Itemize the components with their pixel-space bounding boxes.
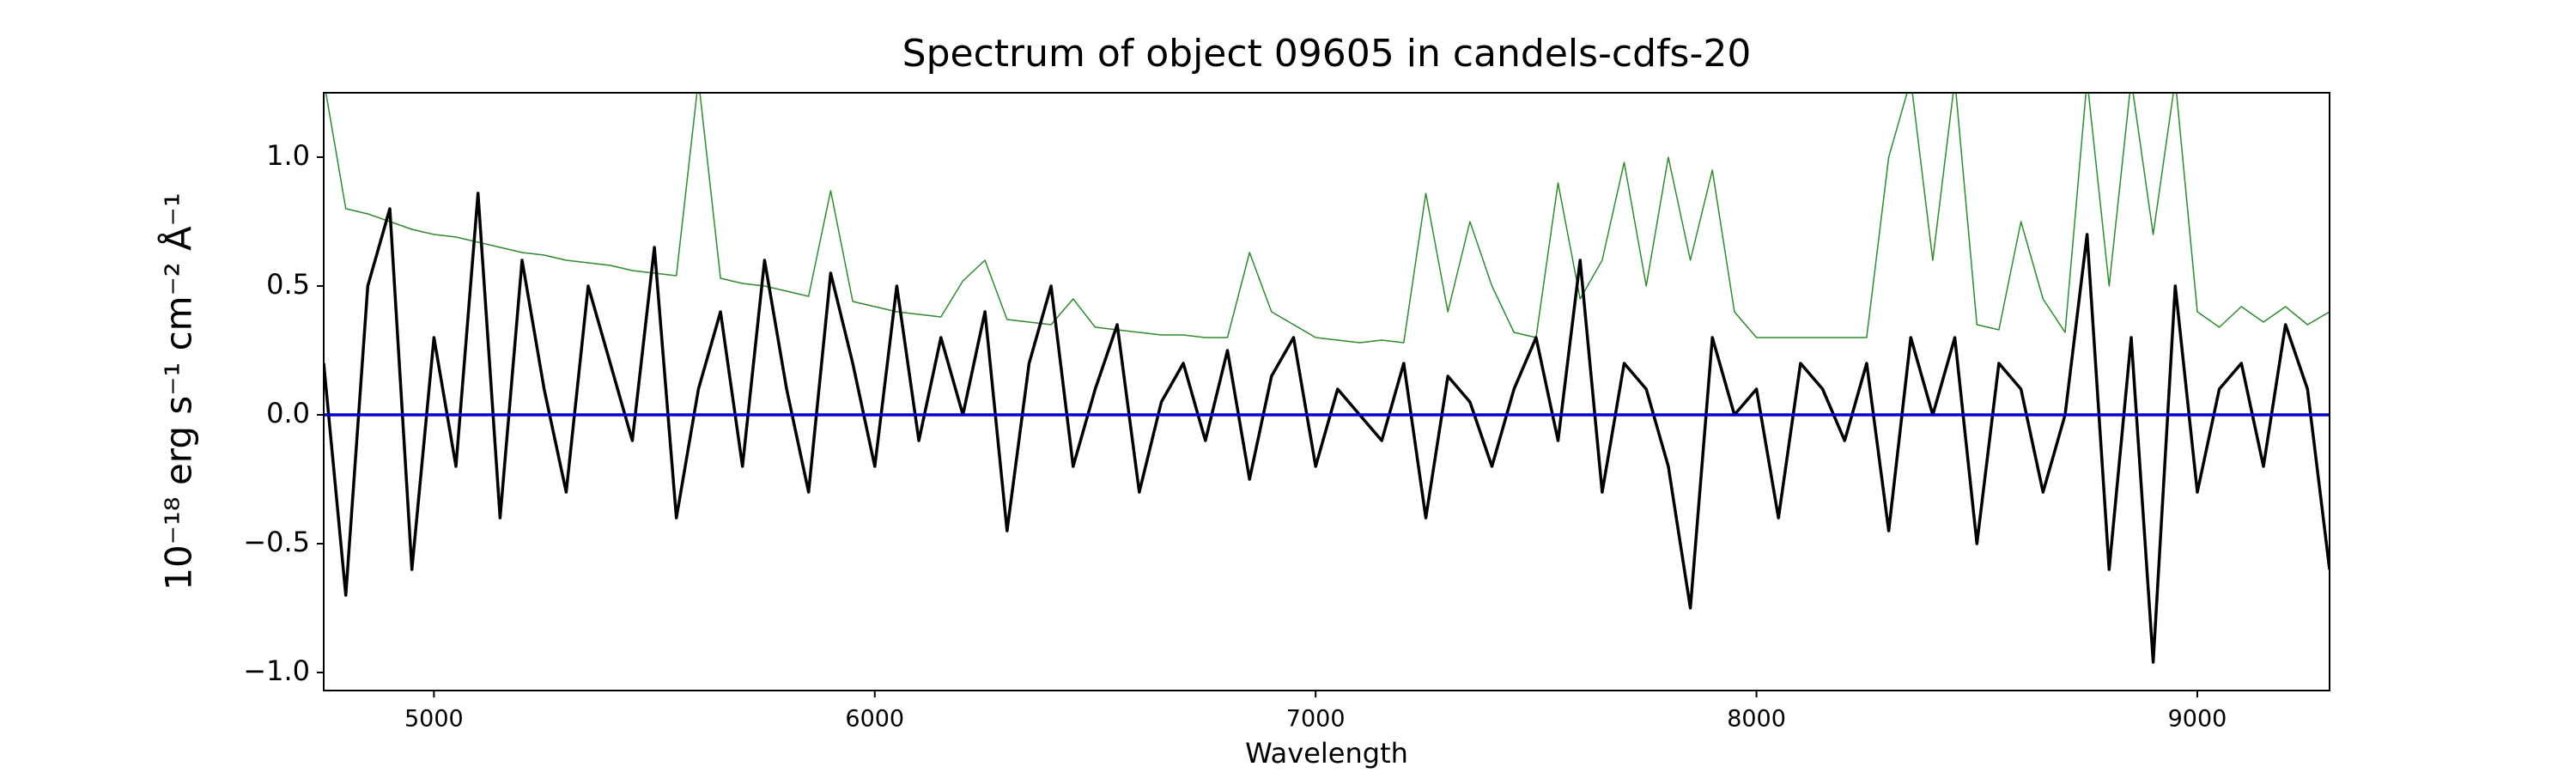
y-tick-label: 1.0 bbox=[266, 139, 310, 172]
y-tick-label: −0.5 bbox=[243, 526, 310, 558]
y-tick-label: −1.0 bbox=[243, 654, 310, 687]
x-tick-label: 7000 bbox=[1286, 706, 1346, 733]
x-tick-label: 5000 bbox=[404, 706, 464, 733]
x-axis-label: Wavelength bbox=[1245, 737, 1408, 770]
x-tick-label: 8000 bbox=[1727, 706, 1786, 733]
axes-frame bbox=[323, 92, 2330, 691]
y-tick-label: 0.5 bbox=[266, 268, 310, 301]
x-tick-label: 9000 bbox=[2168, 706, 2227, 733]
x-tick-label: 6000 bbox=[845, 706, 904, 733]
chart-title: Spectrum of object 09605 in candels-cdfs… bbox=[902, 32, 1752, 76]
y-tick-label: 0.0 bbox=[266, 397, 310, 429]
plot-area bbox=[324, 93, 2330, 664]
spectrum-line bbox=[324, 192, 2330, 664]
spectrum-line bbox=[325, 93, 2330, 344]
y-axis-label: 10⁻¹⁸ erg s⁻¹ cm⁻² Å⁻¹ bbox=[157, 192, 200, 590]
